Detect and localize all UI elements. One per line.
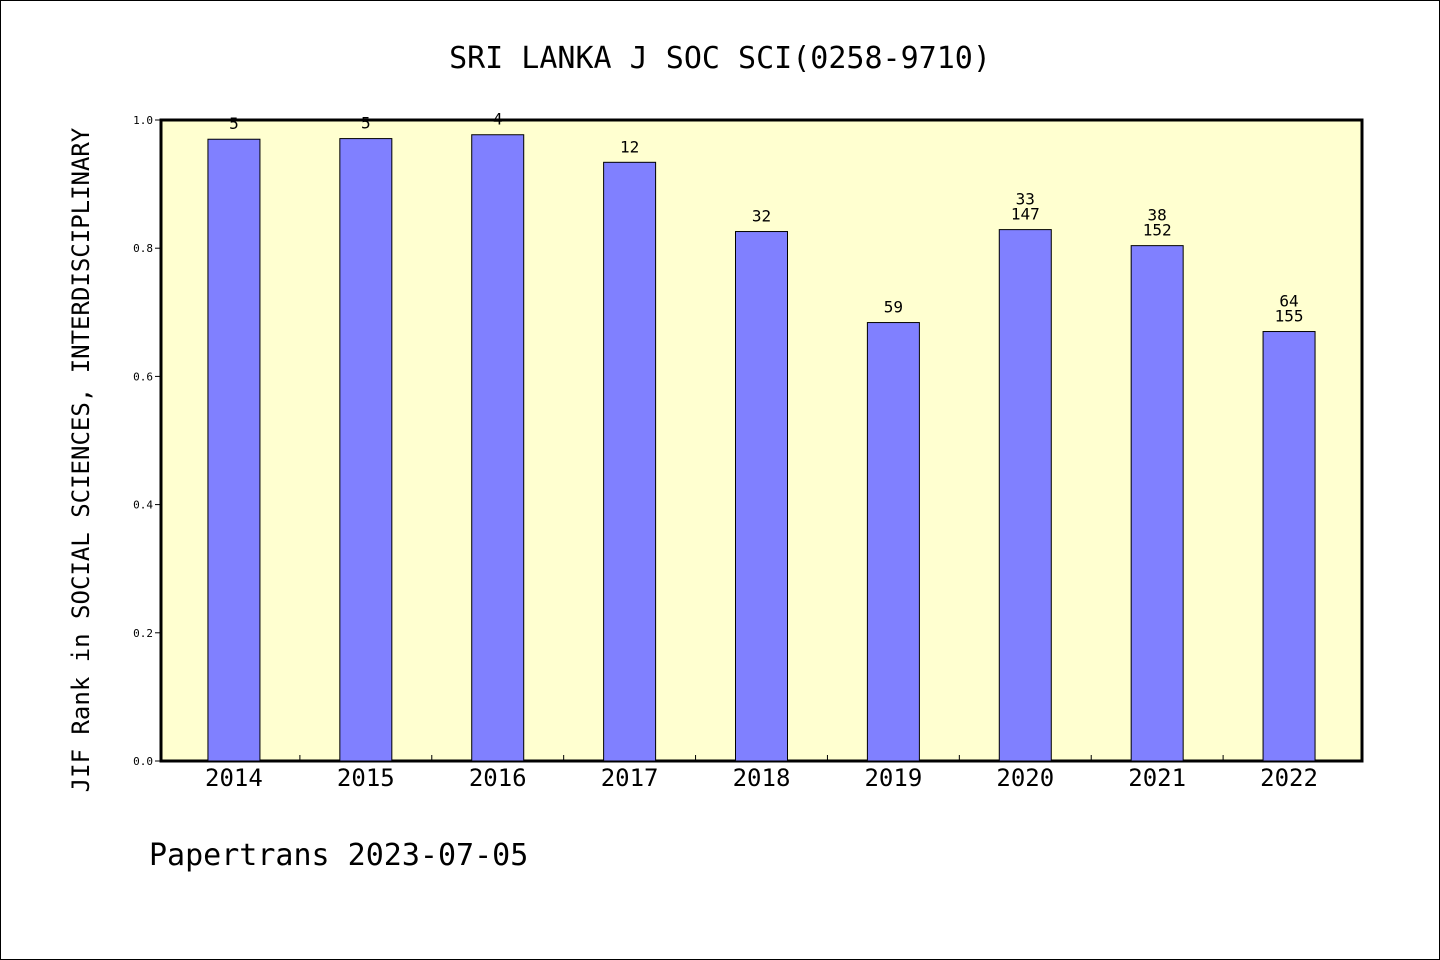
- y-tick-label: 0.0: [133, 755, 153, 768]
- x-tick-label-2020: 2020: [996, 764, 1054, 792]
- y-tick-label: 0.4: [133, 499, 153, 512]
- bar-2014: [207, 138, 261, 762]
- x-tick-label-2015: 2015: [337, 764, 395, 792]
- bar-label-2017-0: 12: [620, 137, 639, 156]
- y-axis-label: JIF Rank in SOCIAL SCIENCES, INTERDISCIP…: [67, 127, 95, 792]
- bar-label-2020-1: 147: [1011, 205, 1040, 224]
- bar-2015: [339, 138, 393, 762]
- bar-2021: [1130, 245, 1184, 762]
- bar-2022: [1262, 331, 1316, 762]
- bar-label-2019-0: 59: [884, 298, 903, 317]
- x-tick-label-2022: 2022: [1260, 764, 1318, 792]
- bar-label-2014-0: 5: [229, 114, 239, 133]
- y-tick-label: 0.6: [133, 370, 153, 383]
- chart-title: SRI LANKA J SOC SCI(0258-9710): [449, 41, 991, 76]
- bar-2020: [998, 229, 1052, 762]
- bar-label-2018-0: 32: [752, 207, 771, 226]
- x-tick-label-2016: 2016: [469, 764, 527, 792]
- bars-layer: [207, 134, 1316, 762]
- y-tick-label: 0.2: [133, 627, 153, 640]
- x-tick-label-2014: 2014: [205, 764, 263, 792]
- bar-label-2021-0: 38: [1148, 206, 1167, 225]
- x-tick-label-2021: 2021: [1128, 764, 1186, 792]
- y-tick-label: 0.8: [133, 242, 153, 255]
- bar-2016: [471, 134, 525, 762]
- y-tick-label: 1.0: [133, 114, 153, 127]
- bar-2019: [866, 322, 920, 762]
- bar-label-2022-1: 155: [1275, 307, 1304, 326]
- bar-label-2021-1: 152: [1143, 221, 1172, 240]
- bar-2017: [603, 161, 657, 762]
- x-tick-label-2017: 2017: [601, 764, 659, 792]
- bar-label-2022-0: 64: [1279, 292, 1298, 311]
- bar-2018: [735, 231, 788, 762]
- bar-label-2015-0: 5: [361, 114, 371, 133]
- x-tick-label-2019: 2019: [864, 764, 922, 792]
- bar-label-2016-0: 4: [493, 110, 503, 129]
- axis-ticks: 0.0 0.2 0.4 0.6 0.8 1.0 2014 2015 2016 2017 2018 20…: [133, 114, 1318, 792]
- x-tick-label-2018: 2018: [733, 764, 791, 792]
- footer-credit: Papertrans 2023-07-05: [149, 838, 528, 873]
- bar-label-2020-0: 33: [1016, 190, 1035, 209]
